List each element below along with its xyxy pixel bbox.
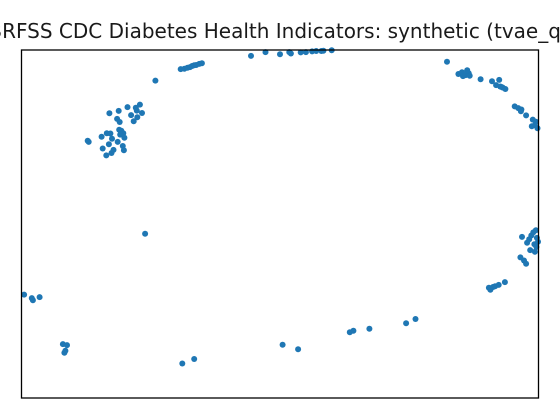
data-point-117 (531, 248, 538, 255)
data-point-39 (142, 230, 149, 237)
chart-title: BRFSS CDC Diabetes Health Indicators: sy… (0, 19, 560, 43)
data-point-13 (103, 152, 110, 159)
data-point-64 (279, 341, 286, 348)
data-point-96 (528, 123, 535, 130)
data-point-38 (130, 118, 137, 125)
plot-frame (20, 49, 540, 399)
data-point-101 (495, 281, 502, 288)
data-point-86 (496, 76, 503, 83)
data-point-32 (128, 112, 135, 119)
data-point-57 (297, 49, 304, 56)
data-point-52 (248, 52, 254, 59)
data-point-91 (523, 112, 530, 119)
data-point-102 (501, 279, 508, 286)
data-point-67 (350, 327, 357, 334)
data-point-0 (21, 291, 28, 298)
data-point-62 (320, 47, 327, 54)
data-point-29 (107, 130, 114, 137)
data-point-85 (502, 86, 509, 92)
data-point-27 (114, 138, 121, 145)
data-point-70 (412, 316, 419, 322)
data-point-51 (198, 60, 205, 67)
data-point-80 (489, 78, 495, 85)
data-point-3 (36, 294, 43, 301)
data-point-71 (444, 58, 450, 65)
data-point-114 (527, 247, 534, 254)
data-point-31 (124, 104, 131, 111)
data-point-42 (191, 356, 198, 362)
data-point-78 (466, 72, 473, 79)
data-point-111 (532, 227, 539, 234)
data-point-106 (519, 233, 525, 240)
data-point-77 (464, 67, 471, 74)
data-point-2 (29, 297, 36, 304)
data-point-6 (61, 349, 68, 356)
data-point-68 (366, 325, 373, 332)
data-point-40 (152, 77, 159, 84)
data-point-37 (132, 104, 139, 111)
data-point-26 (120, 147, 127, 154)
data-point-14 (105, 141, 112, 148)
data-point-19 (115, 107, 122, 114)
data-point-105 (523, 260, 530, 267)
data-point-16 (110, 146, 117, 153)
data-point-60 (313, 48, 320, 54)
data-point-24 (117, 131, 124, 138)
data-point-36 (139, 110, 145, 116)
data-point-90 (517, 108, 524, 115)
data-point-41 (179, 360, 186, 367)
data-point-79 (477, 76, 484, 83)
data-point-69 (403, 320, 410, 327)
data-point-10 (98, 133, 105, 140)
data-point-35 (134, 114, 141, 121)
data-point-34 (136, 101, 143, 108)
data-point-54 (277, 51, 283, 58)
data-point-17 (106, 110, 113, 117)
data-point-12 (99, 145, 106, 152)
data-point-30 (109, 135, 115, 142)
data-point-56 (287, 50, 294, 57)
data-points (21, 47, 541, 367)
data-point-20 (116, 119, 123, 125)
data-point-95 (534, 125, 541, 132)
data-point-9 (85, 138, 92, 145)
data-point-28 (121, 134, 128, 141)
data-point-7 (64, 342, 70, 349)
data-point-65 (295, 346, 302, 353)
